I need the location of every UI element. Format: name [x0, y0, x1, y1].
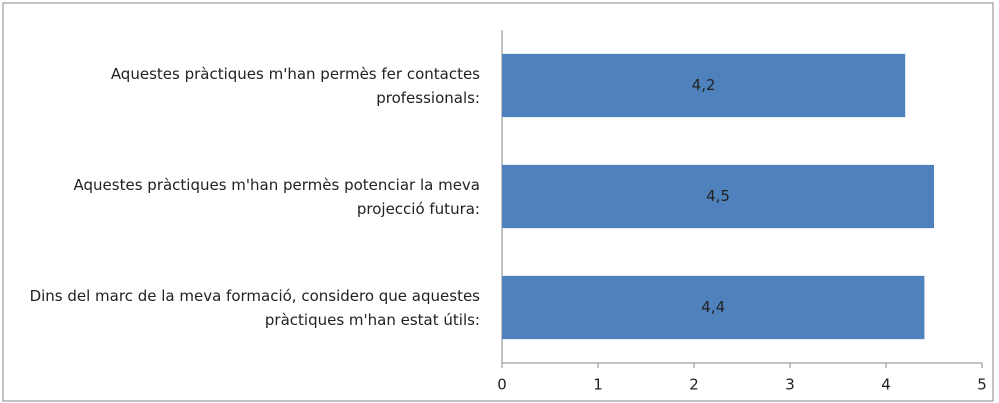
data-label: 4,5	[706, 187, 730, 205]
x-tick-label: 3	[785, 376, 795, 394]
bar	[502, 275, 925, 340]
category-label: Aquestes pràctiques m'han permès potenci…	[73, 175, 480, 218]
x-tick-label: 4	[881, 376, 891, 394]
category-label: Aquestes pràctiques m'han permès fer con…	[110, 64, 480, 107]
category-label: Dins del marc de la meva formació, consi…	[29, 286, 480, 329]
x-tick-label: 0	[497, 376, 507, 394]
bar	[502, 53, 906, 118]
x-tick-label: 1	[593, 376, 603, 394]
x-tick-label: 2	[689, 376, 699, 394]
bar	[502, 164, 934, 229]
x-tick-label: 5	[977, 376, 987, 394]
data-label: 4,4	[701, 298, 725, 316]
data-label: 4,2	[692, 76, 716, 94]
